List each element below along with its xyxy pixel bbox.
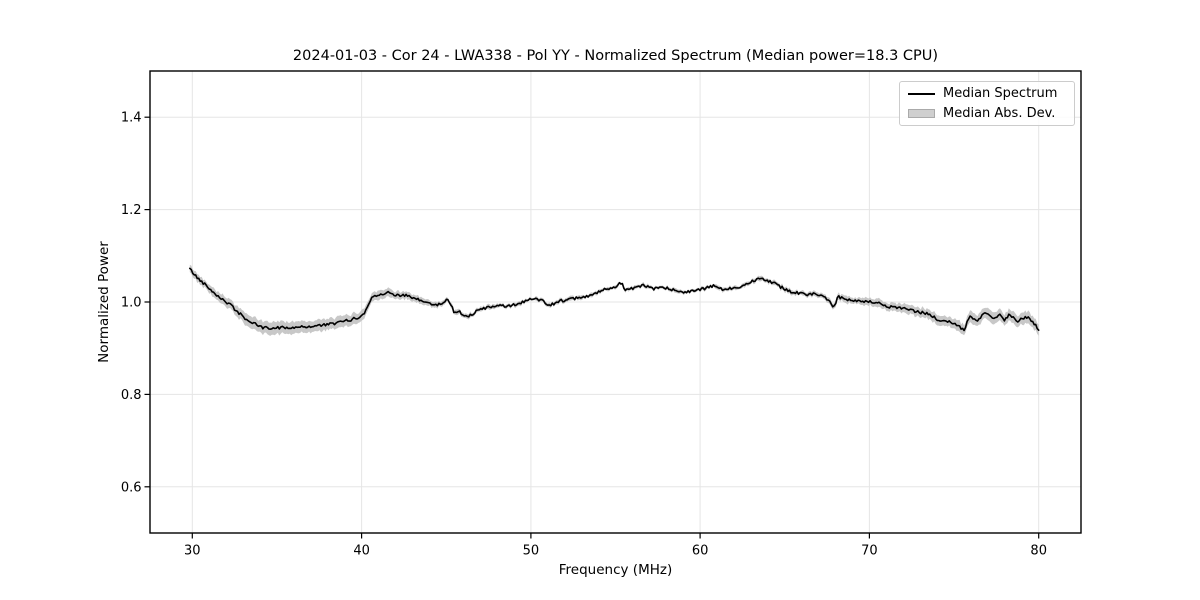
legend-label-median-abs-dev: Median Abs. Dev. <box>943 106 1056 121</box>
x-tick-label: 60 <box>692 544 709 559</box>
y-axis-label: Normalized Power <box>96 241 112 363</box>
legend-item-median-spectrum: Median Spectrum <box>908 85 1068 102</box>
legend-label-median-spectrum: Median Spectrum <box>943 86 1058 101</box>
y-tick-label: 1.2 <box>121 203 142 218</box>
median-abs-dev-patch-swatch <box>908 109 935 118</box>
x-tick-label: 80 <box>1030 544 1047 559</box>
x-tick-label: 40 <box>353 544 370 559</box>
x-axis-label: Frequency (MHz) <box>558 562 673 578</box>
y-tick-label: 1.0 <box>121 296 142 311</box>
median-spectrum-line <box>189 267 1040 332</box>
x-tick-label: 30 <box>184 544 201 559</box>
legend: Median Spectrum Median Abs. Dev. <box>899 81 1075 126</box>
y-tick-label: 1.4 <box>121 111 142 126</box>
x-tick-label: 70 <box>861 544 878 559</box>
x-tick-label: 50 <box>523 544 540 559</box>
legend-item-median-abs-dev: Median Abs. Dev. <box>908 105 1068 122</box>
median-spectrum-line-swatch <box>908 92 935 95</box>
y-tick-label: 0.6 <box>121 480 142 495</box>
chart-title: 2024-01-03 - Cor 24 - LWA338 - Pol YY - … <box>292 48 939 64</box>
y-tick-label: 0.8 <box>121 388 142 403</box>
